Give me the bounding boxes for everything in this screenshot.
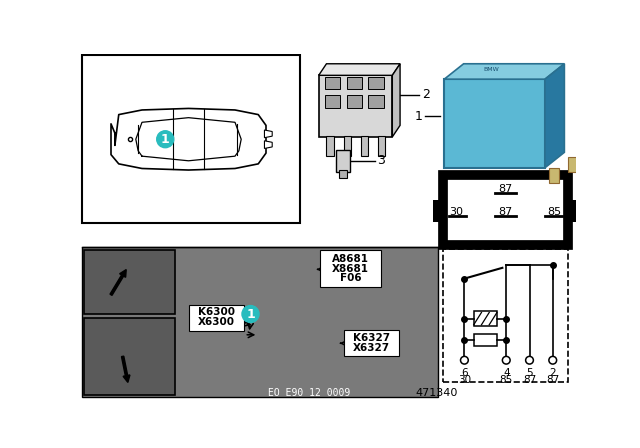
Text: 87: 87: [499, 207, 513, 217]
Bar: [326, 136, 334, 156]
Text: 30: 30: [450, 207, 463, 217]
Text: 1: 1: [161, 133, 170, 146]
Circle shape: [525, 356, 533, 364]
Text: 1: 1: [246, 307, 255, 320]
Bar: [378, 136, 385, 156]
Text: 30: 30: [458, 375, 471, 385]
Text: 1: 1: [415, 110, 422, 123]
FancyArrow shape: [122, 356, 130, 383]
Bar: [325, 95, 340, 108]
Bar: [81, 247, 438, 397]
Bar: [433, 200, 444, 222]
Text: K6300: K6300: [198, 307, 235, 318]
Text: K6327: K6327: [353, 333, 390, 343]
Bar: [360, 136, 368, 156]
Polygon shape: [392, 64, 400, 137]
Bar: [443, 250, 568, 382]
Bar: [344, 136, 351, 156]
Text: 5: 5: [526, 368, 533, 378]
Text: X6300: X6300: [198, 318, 235, 327]
Text: 4: 4: [503, 368, 509, 378]
Circle shape: [157, 131, 174, 148]
Text: 87: 87: [546, 375, 559, 385]
Polygon shape: [264, 130, 272, 138]
Circle shape: [502, 356, 510, 364]
Circle shape: [242, 306, 259, 323]
Text: 2: 2: [549, 368, 556, 378]
Text: 3: 3: [377, 154, 385, 167]
Bar: [368, 95, 384, 108]
Text: 6: 6: [461, 368, 468, 378]
Bar: [347, 95, 362, 108]
FancyArrow shape: [110, 270, 126, 295]
Bar: [344, 330, 399, 356]
Text: X6327: X6327: [353, 343, 390, 353]
Polygon shape: [545, 64, 564, 168]
Text: 471340: 471340: [415, 388, 458, 397]
Bar: [189, 305, 244, 331]
Bar: [84, 250, 175, 314]
Bar: [325, 77, 340, 89]
Bar: [474, 334, 497, 346]
Text: X8681: X8681: [332, 263, 369, 274]
Polygon shape: [264, 141, 272, 148]
Bar: [347, 77, 362, 89]
Bar: [568, 200, 577, 222]
Circle shape: [549, 356, 557, 364]
Text: F06: F06: [340, 273, 362, 283]
Bar: [474, 311, 497, 326]
Text: A8681: A8681: [332, 254, 369, 264]
Bar: [339, 170, 347, 178]
Bar: [580, 145, 590, 160]
Text: EO E90 12 0009: EO E90 12 0009: [268, 388, 349, 397]
Bar: [320, 250, 381, 287]
Bar: [336, 150, 349, 172]
Polygon shape: [319, 64, 400, 75]
Bar: [568, 157, 579, 172]
Text: 87: 87: [523, 375, 536, 385]
Text: BMW: BMW: [483, 68, 499, 73]
Text: 85: 85: [500, 375, 513, 385]
Text: 85: 85: [547, 207, 561, 217]
Circle shape: [461, 356, 468, 364]
Text: 2: 2: [422, 88, 429, 101]
Text: 87: 87: [499, 184, 513, 194]
Bar: [586, 129, 595, 145]
Bar: [84, 318, 175, 395]
Polygon shape: [444, 79, 545, 168]
Bar: [368, 77, 384, 89]
Bar: [81, 55, 300, 223]
Polygon shape: [444, 64, 564, 79]
Bar: [319, 75, 392, 137]
Bar: [549, 168, 559, 183]
Bar: [443, 176, 568, 245]
